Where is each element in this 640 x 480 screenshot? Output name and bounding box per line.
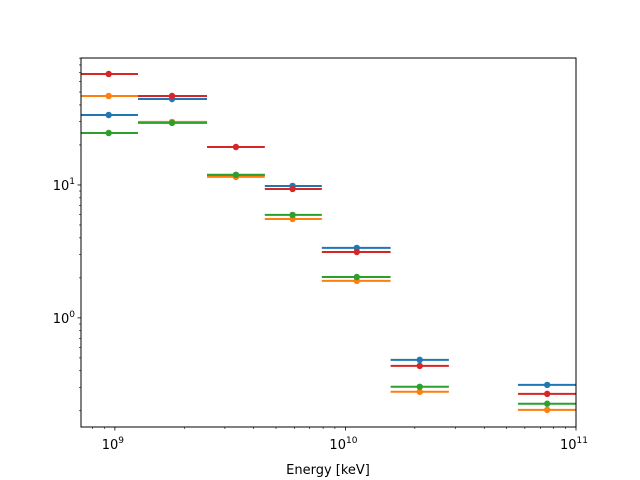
data-point — [232, 171, 240, 179]
data-point — [543, 406, 551, 414]
data-point — [168, 92, 176, 100]
data-point — [543, 381, 551, 389]
data-point — [353, 273, 360, 281]
x-tick-label: 109 — [102, 436, 125, 453]
data-point — [105, 70, 112, 78]
data-point — [543, 390, 551, 398]
plot-frame — [80, 57, 577, 428]
data-point — [105, 111, 112, 119]
data-point — [416, 383, 423, 390]
series-1 — [81, 95, 576, 389]
x-tick-label: 1010 — [329, 436, 357, 453]
x-tick-label: 1011 — [560, 436, 588, 453]
data-point — [416, 356, 423, 364]
y-axis: 100 101 — [53, 57, 81, 412]
data-point — [416, 362, 423, 370]
y-tick-label: 100 — [53, 310, 76, 327]
plot-marks — [81, 70, 576, 414]
x-axis: 109 1010 1011 — [92, 427, 588, 453]
x-axis-label: Energy [keV] — [286, 463, 370, 478]
series-4 — [81, 70, 576, 398]
data-point — [353, 248, 360, 256]
data-point — [543, 400, 551, 407]
y-tick-label: 101 — [53, 177, 75, 194]
data-point — [105, 92, 112, 100]
data-point — [105, 129, 112, 137]
series-3 — [81, 119, 576, 407]
data-point — [289, 185, 296, 193]
data-point — [168, 119, 176, 127]
data-point — [232, 143, 240, 151]
data-point — [289, 211, 296, 219]
data-point — [416, 388, 423, 395]
